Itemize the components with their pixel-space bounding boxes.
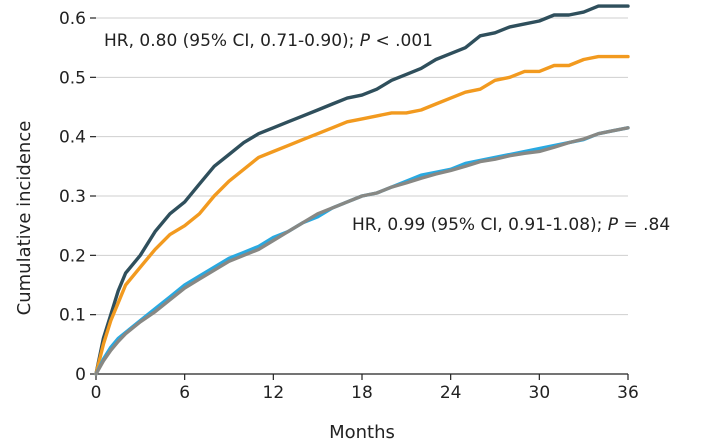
series-line-2 [94, 54, 630, 376]
y-tick-label-0.3: 0.3 [59, 187, 86, 207]
y-tick-label-0.5: 0.5 [59, 68, 86, 88]
y-tick-label-0.4: 0.4 [59, 128, 86, 148]
x-tick-label-30: 30 [529, 383, 551, 403]
series-line-1 [94, 4, 630, 376]
x-tick-label-6: 6 [179, 383, 190, 403]
series-group [94, 4, 630, 376]
y-axis-ticks: 0 0.1 0.2 0.3 0.4 0.5 0.6 [59, 9, 96, 385]
annotation-upper-suffix: < .001 [370, 31, 433, 51]
y-tick-label-0.1: 0.1 [59, 306, 86, 326]
x-tick-label-36: 36 [617, 383, 639, 403]
annotation-lower-p: P [608, 215, 619, 235]
annotation-lower-suffix: = .84 [618, 215, 670, 235]
x-tick-label-24: 24 [440, 383, 462, 403]
annotation-lower-prefix: HR, 0.99 (95% CI, 0.91-1.08); [352, 215, 608, 235]
annotation-upper-hr: HR, 0.80 (95% CI, 0.71-0.90); P < .001 [104, 31, 433, 51]
annotation-lower-hr: HR, 0.99 (95% CI, 0.91-1.08); P = .84 [352, 215, 670, 235]
y-tick-label-0: 0 [75, 365, 86, 385]
y-axis-label: Cumulative incidence [14, 121, 35, 316]
y-tick-label-0.6: 0.6 [59, 9, 86, 29]
series-line-4 [94, 126, 630, 376]
annotation-upper-p: P [360, 31, 371, 51]
x-tick-label-12: 12 [263, 383, 285, 403]
x-tick-label-18: 18 [351, 383, 373, 403]
x-axis-ticks: 0 6 12 18 24 30 36 [91, 374, 639, 403]
gridlines [96, 17, 628, 316]
annotation-upper-prefix: HR, 0.80 (95% CI, 0.71-0.90); [104, 31, 360, 51]
series-line-3 [94, 126, 630, 376]
y-tick-label-0.2: 0.2 [59, 246, 86, 266]
x-tick-label-0: 0 [91, 383, 102, 403]
x-axis-label: Months [329, 422, 395, 443]
